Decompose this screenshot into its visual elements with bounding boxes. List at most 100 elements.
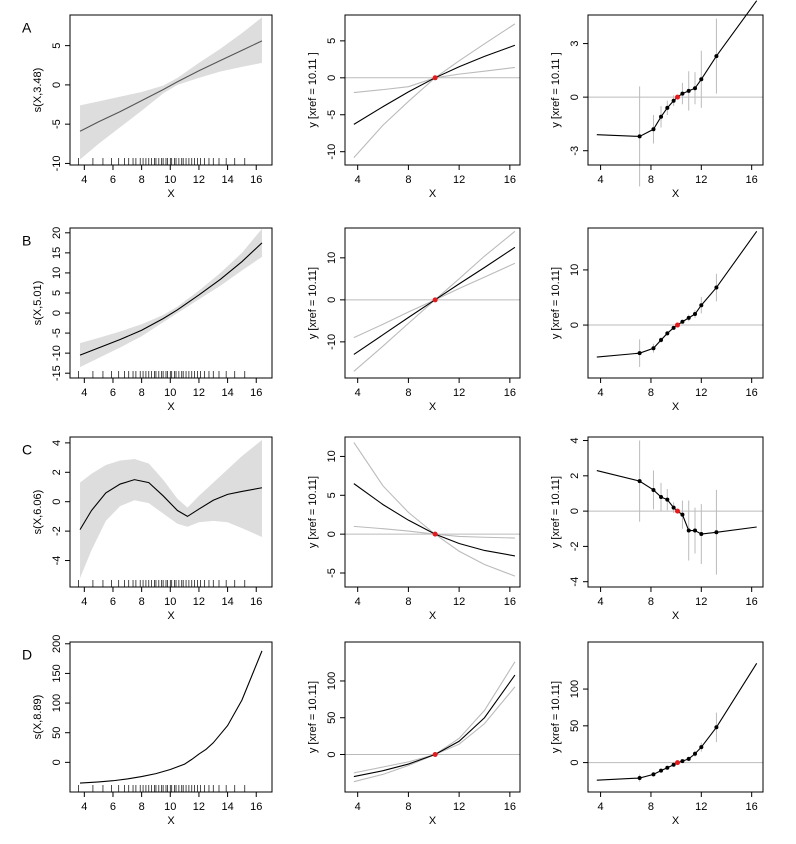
plot-frame	[587, 641, 764, 793]
x-tick-label: 16	[504, 387, 516, 399]
x-tick-label: 12	[695, 387, 707, 399]
plot-frame	[587, 14, 764, 166]
line	[353, 674, 516, 778]
y-tick-label: 200	[51, 635, 63, 653]
x-tick-label: 8	[139, 596, 145, 608]
line	[353, 23, 516, 158]
point	[680, 319, 685, 324]
y-tick-label: 0	[51, 499, 63, 505]
line	[353, 442, 516, 577]
point	[659, 768, 664, 773]
x-tick-label: 16	[504, 174, 516, 186]
line	[79, 650, 263, 784]
point	[714, 54, 719, 59]
line	[353, 44, 516, 125]
y-tick-label: -10	[51, 155, 63, 171]
confidence-band	[80, 439, 262, 579]
plot-frame	[69, 227, 273, 379]
point	[637, 479, 642, 484]
plot-frame	[69, 14, 273, 166]
x-axis-label: X	[672, 610, 680, 622]
point	[651, 346, 656, 351]
point	[651, 127, 656, 132]
reference-point	[432, 531, 438, 537]
point	[693, 312, 698, 317]
line	[79, 40, 263, 132]
x-axis-label: X	[672, 815, 680, 827]
y-tick-label: -10	[326, 144, 338, 160]
y-tick-label: 0	[569, 322, 581, 328]
x-tick-label: 16	[250, 387, 262, 399]
reference-point	[675, 322, 681, 328]
x-tick-label: 16	[746, 174, 758, 186]
point	[699, 745, 704, 750]
y-tick-label: 10	[569, 264, 581, 276]
point	[671, 98, 676, 103]
x-tick-label: 4	[598, 801, 604, 813]
line	[596, 469, 757, 535]
x-tick-label: 4	[355, 801, 361, 813]
x-tick-label: 16	[250, 801, 262, 813]
x-axis-label: X	[672, 188, 680, 200]
line	[353, 661, 516, 783]
y-tick-label: 2	[51, 469, 63, 475]
reference-point	[675, 508, 681, 514]
x-tick-label: 4	[598, 174, 604, 186]
y-tick-label: -3	[569, 146, 581, 156]
reference-point	[432, 752, 438, 757]
line	[596, 230, 758, 358]
y-tick-label: 4	[51, 440, 63, 446]
line	[79, 242, 263, 356]
point	[680, 512, 685, 517]
point	[714, 725, 719, 730]
x-tick-label: 12	[453, 801, 465, 813]
point	[699, 77, 704, 82]
x-tick-label: 4	[81, 174, 87, 186]
point	[637, 134, 642, 139]
plot-frame	[344, 227, 521, 379]
y-tick-label: 0	[51, 759, 63, 765]
x-tick-label: 8	[648, 174, 654, 186]
x-tick-label: 16	[504, 596, 516, 608]
x-tick-label: 4	[81, 387, 87, 399]
x-tick-label: 14	[221, 801, 233, 813]
x-tick-label: 8	[139, 174, 145, 186]
x-tick-label: 4	[355, 387, 361, 399]
point	[651, 772, 656, 777]
y-axis-label: y [xref = 10.11]	[550, 267, 562, 339]
point	[637, 351, 642, 356]
y-tick-label: 20	[51, 227, 63, 239]
x-tick-label: 8	[648, 387, 654, 399]
x-tick-label: 6	[110, 596, 116, 608]
point	[665, 497, 670, 502]
x-axis-label: X	[429, 815, 437, 827]
point	[665, 105, 670, 110]
y-tick-label: 3	[569, 41, 581, 47]
x-axis-label: X	[429, 188, 437, 200]
x-tick-label: 4	[355, 596, 361, 608]
plot-frame	[69, 641, 273, 793]
point	[665, 331, 670, 336]
y-tick-label: -2	[569, 542, 581, 552]
x-tick-label: 6	[110, 801, 116, 813]
x-axis-label: X	[429, 610, 437, 622]
y-tick-label: 0	[326, 531, 338, 537]
x-tick-label: 4	[598, 387, 604, 399]
y-tick-label: -2	[51, 526, 63, 536]
x-axis-label: X	[167, 401, 175, 413]
y-tick-label: -5	[51, 328, 63, 338]
point	[651, 487, 656, 492]
point	[693, 528, 698, 533]
y-axis-label: y [xref = 10.11 ]	[307, 52, 319, 127]
panel-label: A	[22, 20, 32, 36]
y-tick-label: 2	[569, 473, 581, 479]
point	[686, 756, 691, 761]
x-tick-label: 14	[221, 596, 233, 608]
x-tick-label: 4	[81, 801, 87, 813]
y-tick-label: 10	[51, 267, 63, 279]
x-axis-label: X	[167, 188, 175, 200]
y-axis-label: s(X,6.06)	[32, 490, 44, 535]
y-tick-label: 0	[51, 310, 63, 316]
x-tick-label: 14	[221, 174, 233, 186]
